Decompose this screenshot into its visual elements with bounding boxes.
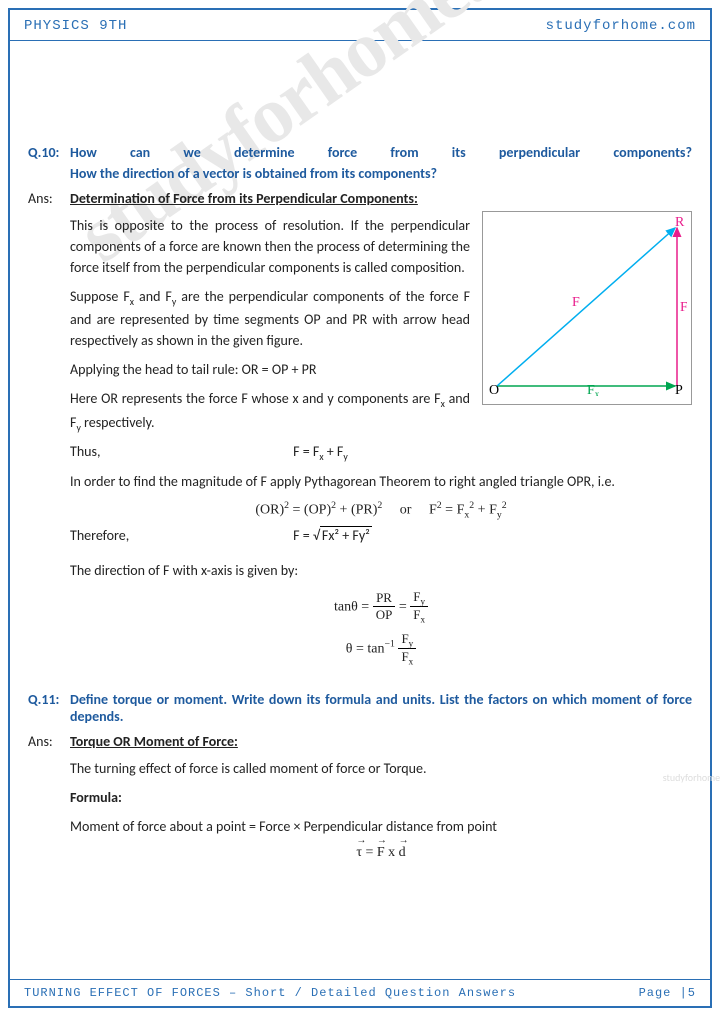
q11-eq: τ = F x d: [70, 845, 692, 861]
vector-figure: O P R F Fx Fy: [482, 211, 692, 405]
header-site: studyforhome.com: [546, 18, 696, 34]
page-frame: PHYSICS 9TH studyforhome.com studyforhom…: [8, 8, 712, 1008]
q10-text-line1: How can we determine force from its perp…: [70, 144, 692, 161]
question-10: Q.10: How can we determine force from it…: [28, 144, 692, 673]
footer-chapter: TURNING EFFECT OF FORCES – Short / Detai…: [24, 986, 516, 1000]
q11-number: Q.11:: [28, 691, 70, 725]
q10-eq-pyth: (OR)2 = (OP)2 + (PR)2 or F2 = Fx2 + Fy2: [70, 500, 692, 520]
header-subject: PHYSICS 9TH: [24, 18, 127, 34]
svg-text:Fy: Fy: [680, 300, 687, 316]
q11-answer: Torque OR Moment of Force: The turning e…: [70, 733, 692, 867]
svg-text:F: F: [572, 295, 580, 310]
q10-p5: In order to find the magnitude of F appl…: [70, 471, 692, 492]
svg-text:P: P: [675, 383, 683, 396]
q10-ans-label: Ans:: [28, 190, 70, 673]
svg-text:O: O: [489, 383, 499, 396]
q10-number: Q.10:: [28, 144, 70, 161]
q10-eq-thus: Thus, F = Fx + Fy: [70, 443, 692, 463]
vector-diagram: O P R F Fx Fy: [487, 216, 687, 396]
q10-eq-tan: tanθ = PROP = FyFx: [70, 589, 692, 625]
q11-heading: Torque OR Moment of Force:: [70, 733, 692, 750]
svg-text:Fx: Fx: [587, 383, 600, 396]
q10-text-line2: How the direction of a vector is obtaine…: [70, 165, 692, 182]
q10-heading: Determination of Force from its Perpendi…: [70, 190, 692, 207]
q11-ans-label: Ans:: [28, 733, 70, 867]
svg-text:R: R: [675, 216, 685, 230]
q10-eq-therefore: Therefore, F = √Fx² + Fy²: [70, 527, 692, 544]
q11-p1: The turning effect of force is called mo…: [70, 758, 692, 779]
page-footer: TURNING EFFECT OF FORCES – Short / Detai…: [10, 979, 710, 1006]
q11-formula-heading: Formula:: [70, 787, 692, 808]
q10-p6: The direction of F with x-axis is given …: [70, 560, 692, 581]
q11-text: Define torque or moment. Write down its …: [70, 691, 692, 725]
q10-eq-theta: θ = tan−1 FyFx: [70, 631, 692, 667]
question-11: Q.11: Define torque or moment. Write dow…: [28, 691, 692, 867]
footer-page: Page |5: [639, 986, 696, 1000]
page-content: studyforhome.com studyforhome.com Q.10: …: [10, 41, 710, 897]
q11-p2: Moment of force about a point = Force × …: [70, 816, 692, 837]
q10-answer: Determination of Force from its Perpendi…: [70, 190, 692, 673]
